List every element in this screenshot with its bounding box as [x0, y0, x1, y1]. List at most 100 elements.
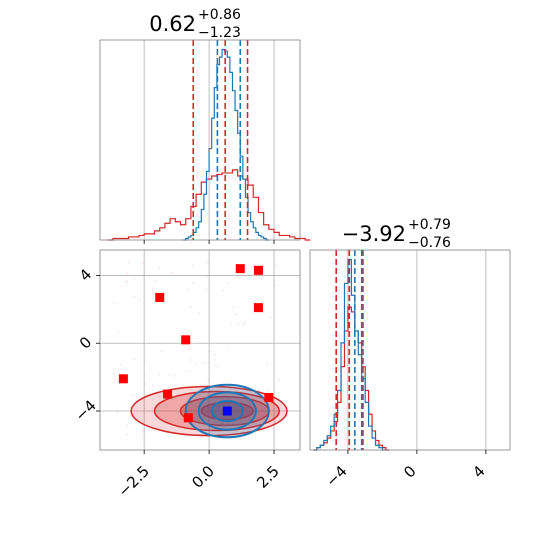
- sample-point: [273, 284, 276, 287]
- sample-point: [135, 397, 138, 400]
- sample-point: [236, 323, 239, 326]
- sample-point: [205, 275, 208, 278]
- sample-point: [158, 266, 161, 269]
- sample-point: [191, 265, 194, 268]
- red-square-marker: [235, 264, 245, 274]
- sample-point: [158, 373, 161, 376]
- blue-square-marker: [222, 406, 232, 416]
- sample-point: [190, 358, 193, 361]
- sample-point: [125, 272, 128, 275]
- sample-point: [120, 363, 123, 366]
- sample-point: [125, 280, 128, 283]
- sample-point: [140, 436, 143, 439]
- sample-point: [209, 350, 212, 353]
- sample-point: [126, 433, 129, 436]
- red-square-marker: [163, 389, 173, 399]
- title-value: −3.92: [342, 222, 406, 246]
- sample-point: [266, 363, 269, 366]
- sample-point: [206, 260, 209, 263]
- panel-frame: [99, 39, 301, 241]
- red-square-marker: [155, 292, 165, 302]
- sample-point: [133, 358, 136, 361]
- sample-point: [160, 350, 163, 353]
- x-tick-label: 2.5: [253, 462, 283, 492]
- sample-point: [132, 393, 135, 396]
- sample-point: [222, 289, 225, 292]
- sample-point: [133, 295, 136, 298]
- x-tick-label: 0.0: [188, 462, 218, 492]
- sample-point: [141, 430, 144, 433]
- sample-point: [242, 323, 245, 326]
- red-square-marker: [181, 335, 191, 345]
- sample-point: [127, 260, 130, 263]
- panel-bg: [100, 40, 300, 240]
- sample-point: [113, 373, 116, 376]
- hist-series-0: [107, 169, 311, 241]
- sample-point: [275, 264, 278, 267]
- sample-point: [230, 322, 233, 325]
- sample-point: [227, 348, 230, 351]
- title-minus: −1.23: [198, 25, 241, 41]
- sample-point: [142, 428, 145, 431]
- sample-point: [191, 281, 194, 284]
- red-square-marker: [264, 392, 274, 402]
- sample-point: [258, 411, 261, 414]
- sample-point: [267, 390, 270, 393]
- panel-bg: [310, 250, 510, 450]
- sample-point: [157, 395, 160, 398]
- sample-point: [216, 365, 219, 368]
- sample-point: [144, 383, 147, 386]
- sample-point: [190, 305, 193, 308]
- panel-frame: [309, 249, 511, 451]
- sample-point: [278, 379, 281, 382]
- sample-point: [207, 378, 210, 381]
- x-tick-label: 0: [400, 462, 419, 481]
- sample-point: [153, 279, 156, 282]
- sample-point: [173, 374, 176, 377]
- sample-point: [117, 330, 120, 333]
- y-tick-label: −4: [71, 396, 99, 424]
- sample-point: [170, 271, 173, 274]
- panel-frame: [99, 249, 301, 451]
- sample-point: [195, 363, 198, 366]
- y-tick-label: 0: [76, 333, 95, 352]
- red-square-marker: [253, 265, 263, 275]
- sample-point: [125, 280, 128, 283]
- sample-point: [198, 395, 201, 398]
- title-plus: +0.79: [408, 217, 451, 233]
- sample-point: [220, 421, 223, 424]
- sample-point: [278, 403, 281, 406]
- sample-point: [235, 312, 238, 315]
- sample-point: [244, 320, 247, 323]
- x-tick-label: 4: [469, 462, 488, 481]
- red-square-marker: [118, 374, 128, 384]
- sample-point: [269, 316, 272, 319]
- sample-point: [248, 274, 251, 277]
- sample-point: [198, 312, 201, 315]
- red-square-marker: [253, 303, 263, 313]
- sample-point: [231, 305, 234, 308]
- sample-point: [188, 370, 191, 373]
- sample-point: [141, 261, 144, 264]
- sample-point: [113, 302, 116, 305]
- sample-point: [214, 353, 217, 356]
- title-value: 0.62: [149, 12, 196, 36]
- sample-point: [189, 347, 192, 350]
- title-plus: +0.86: [198, 7, 241, 23]
- y-tick-label: 4: [76, 265, 95, 284]
- sample-point: [197, 337, 200, 340]
- title-minus: −0.76: [408, 235, 451, 251]
- sample-point: [152, 384, 155, 387]
- red-square-marker: [183, 413, 193, 423]
- sample-point: [126, 424, 129, 427]
- sample-point: [214, 364, 217, 367]
- x-tick-label: −2.5: [114, 462, 152, 500]
- sample-point: [151, 289, 154, 292]
- sample-point: [205, 289, 208, 292]
- sample-point: [138, 299, 141, 302]
- sample-point: [116, 409, 119, 412]
- sample-point: [168, 373, 171, 376]
- sample-point: [226, 282, 229, 285]
